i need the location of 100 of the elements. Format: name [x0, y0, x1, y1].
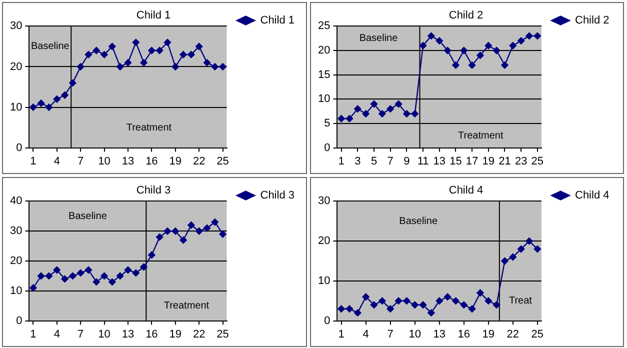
point: [69, 79, 76, 87]
point: [92, 46, 100, 54]
point: [484, 42, 492, 50]
x-tick-label: 7: [78, 328, 84, 340]
y-tick-label: 15: [318, 68, 330, 81]
point: [526, 32, 533, 40]
point: [108, 42, 116, 50]
annotation: Treatment: [458, 130, 504, 142]
point: [362, 293, 370, 300]
point: [156, 233, 164, 241]
annotation: Baseline: [68, 210, 108, 222]
y-tick-label: 0: [324, 142, 330, 154]
point: [188, 50, 195, 58]
x-tick-label: 21: [498, 155, 511, 168]
y-tick-label: 30: [10, 20, 22, 32]
y-tick-label: 20: [10, 255, 22, 268]
point: [428, 32, 435, 40]
x-tick-label: 9: [404, 155, 410, 168]
legend-label: Child 2: [575, 14, 610, 27]
x-tick-label: 7: [387, 155, 394, 168]
point: [116, 272, 124, 280]
point: [140, 263, 148, 271]
point: [116, 63, 124, 70]
y-tick-label: 10: [10, 101, 22, 114]
point: [386, 305, 394, 312]
point: [468, 62, 476, 69]
chart-title: Child 3: [136, 184, 171, 197]
point: [394, 297, 402, 304]
x-tick-label: 7: [387, 328, 394, 340]
point: [436, 297, 443, 304]
chart-title: Child 2: [448, 10, 484, 22]
x-tick-label: 4: [54, 155, 60, 168]
x-tick-label: 4: [362, 328, 369, 340]
x-tick-label: 1: [338, 328, 344, 340]
point: [386, 105, 394, 112]
x-tick-label: 16: [458, 328, 470, 340]
point: [452, 62, 460, 69]
point: [188, 222, 195, 229]
point: [338, 115, 345, 122]
point: [501, 257, 508, 265]
point: [370, 301, 378, 308]
y-tick-label: 20: [10, 60, 22, 73]
y-tick-label: 0: [16, 142, 22, 154]
point: [346, 115, 354, 122]
point: [517, 37, 525, 44]
point: [84, 266, 92, 274]
point: [172, 228, 179, 235]
point: [76, 269, 84, 277]
point: [476, 52, 484, 59]
point: [378, 297, 386, 304]
x-tick-label: 13: [122, 155, 134, 168]
legend-label: Child 4: [575, 190, 610, 202]
point: [468, 305, 476, 312]
x-tick-label: 1: [30, 328, 36, 340]
x-tick-label: 19: [482, 328, 495, 340]
point: [346, 305, 354, 312]
y-tick-label: 10: [10, 284, 22, 297]
x-tick-label: 10: [98, 155, 110, 168]
point: [37, 100, 45, 107]
x-tick-label: 22: [192, 155, 206, 168]
point: [76, 63, 84, 70]
point: [211, 218, 218, 226]
point: [370, 100, 378, 108]
y-tick-label: 10: [318, 274, 330, 287]
point: [132, 269, 140, 277]
y-tick-label: 25: [318, 20, 330, 32]
x-tick-label: 19: [169, 155, 182, 168]
point: [203, 224, 211, 232]
point: [164, 38, 172, 46]
point: [61, 275, 68, 283]
y-tick-label: 40: [10, 195, 22, 208]
x-tick-label: 17: [466, 155, 478, 168]
x-tick-label: 13: [122, 328, 134, 340]
point: [164, 228, 172, 235]
point: [108, 278, 116, 286]
point: [100, 50, 108, 58]
point: [69, 272, 76, 280]
x-tick-label: 11: [417, 155, 429, 168]
point: [37, 272, 45, 280]
x-tick-label: 3: [354, 155, 361, 168]
x-tick-label: 4: [54, 328, 60, 340]
point: [45, 104, 53, 111]
point: [534, 32, 542, 40]
point: [53, 96, 60, 103]
y-tick-label: 0: [324, 314, 330, 327]
y-tick-label: 20: [318, 44, 330, 57]
point: [148, 46, 156, 54]
x-tick-label: 23: [514, 155, 528, 168]
point: [428, 309, 435, 316]
annotation: Baseline: [399, 216, 438, 227]
point: [61, 92, 68, 99]
point: [124, 266, 132, 274]
point: [378, 110, 386, 118]
point: [211, 63, 218, 70]
point: [92, 278, 100, 286]
point: [172, 63, 179, 70]
point: [45, 272, 53, 280]
point: [219, 230, 226, 238]
x-tick-label: 22: [192, 328, 206, 340]
point: [30, 104, 37, 111]
